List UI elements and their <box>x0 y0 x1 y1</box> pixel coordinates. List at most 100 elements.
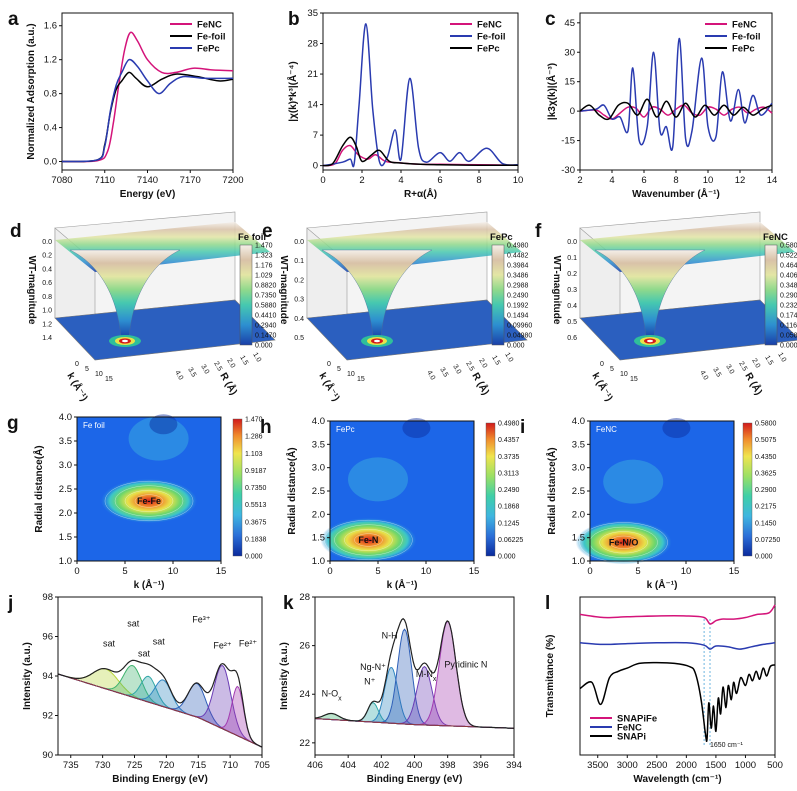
y-tick-label-b: 35 <box>307 8 318 19</box>
x-tick-label-j: 735 <box>63 760 79 771</box>
x-tick-label-j: 720 <box>158 760 174 771</box>
peak-annotation-j: sat <box>138 648 151 658</box>
colorbar-tick-label-h: 0.06225 <box>498 537 523 544</box>
z-axis-label-f: WT-magnitude <box>551 256 562 325</box>
x-tick-label-b: 0 <box>320 175 325 186</box>
peak-annotation-j: sat <box>127 619 140 629</box>
z-tick-label-d: 1.0 <box>42 308 52 315</box>
k-tick-label-f: 0 <box>600 361 604 368</box>
z-tick-label-d: 0.2 <box>42 253 52 260</box>
z-tick-label-d: 0.0 <box>42 239 52 246</box>
y-tick-label-j: 92 <box>42 711 53 722</box>
colorbar-tick-label-h: 0.1868 <box>498 504 520 511</box>
peak-annotation-k: N⁺ <box>364 677 375 687</box>
y-tick-label-i: 1.5 <box>572 533 585 544</box>
colorbar-tick-label-e: 0.1992 <box>507 303 529 310</box>
k-tick-label-f: 10 <box>620 371 628 378</box>
floor-contour-f <box>647 339 653 343</box>
y-tick-label-c: 30 <box>564 47 575 58</box>
plot-frame-l <box>579 596 776 756</box>
panel-label-g: g <box>7 413 19 434</box>
z-tick-label-f: 0.2 <box>567 271 577 278</box>
x-tick-label-g: 10 <box>168 566 179 577</box>
colorbar-g <box>232 418 243 557</box>
r-tick-label-e: 2.5 <box>464 361 475 373</box>
z-tick-label-f: 0.3 <box>567 287 577 294</box>
y-tick-label-h: 3.0 <box>312 463 325 474</box>
k-tick-label-d: 5 <box>85 366 89 373</box>
r-axis-label-d: R (Å) <box>217 370 240 397</box>
colorbar-tick-label-e: 0.04980 <box>507 333 532 340</box>
colorbar-tick-label-d: 0.7350 <box>255 293 277 300</box>
colorbar-tick-label-d: 0.8820 <box>255 283 277 290</box>
x-tick-label-l: 3500 <box>587 760 608 771</box>
x-tick-label-i: 5 <box>635 566 640 577</box>
y-tick-label-g: 2.0 <box>59 508 72 519</box>
x-axis-label-h: k (Å⁻¹) <box>387 578 418 591</box>
r-tick-label-f: 2.5 <box>737 361 748 373</box>
peak-annotation-k: N-H <box>382 630 398 640</box>
r-tick-label-d: 3.0 <box>199 364 210 376</box>
y-tick-label-b: 14 <box>307 100 318 111</box>
z-tick-label-d: 1.4 <box>42 335 52 342</box>
panel-label-b: b <box>288 9 300 30</box>
series-line-a <box>61 31 234 163</box>
r-tick-label-d: 2.0 <box>225 358 236 370</box>
legend-label-l: SNAPi <box>617 732 646 743</box>
heatmap-region-g <box>149 414 178 435</box>
peak-annotation-j: Fe³⁺ <box>192 615 211 625</box>
z-tick-label-f: 0.1 <box>567 255 577 262</box>
y-tick-label-k: 22 <box>299 738 310 749</box>
colorbar-tick-label-e: 0.000 <box>507 343 525 350</box>
y-tick-label-b: 28 <box>307 39 318 50</box>
colorbar-tick-label-f: 0.2900 <box>780 293 797 300</box>
r-tick-label-d: 4.0 <box>173 370 184 382</box>
y-tick-label-g: 1.5 <box>59 532 72 543</box>
colorbar-tick-label-e: 0.4482 <box>507 253 529 260</box>
k-axis-label-f: k (Å⁻¹) <box>589 370 616 403</box>
peak-annotation-j: Fe²⁺ <box>239 638 258 648</box>
surface-plot-f <box>579 211 797 361</box>
heatmap-contour-i <box>599 531 648 554</box>
z-tick-label-e: 0.3 <box>294 297 304 304</box>
y-tick-label-g: 4.0 <box>59 412 72 423</box>
series-line-l <box>579 604 776 625</box>
y-tick-label-i: 2.5 <box>572 486 585 497</box>
colorbar-tick-label-d: 0.4410 <box>255 313 277 320</box>
y-tick-label-g: 2.5 <box>59 484 72 495</box>
z-axis-label-d: WT-magnitude <box>26 256 37 325</box>
z-tick-label-f: 0.4 <box>567 303 577 310</box>
y-tick-label-h: 2.0 <box>312 509 325 520</box>
x-tick-label-h: 0 <box>327 566 332 577</box>
peak-annotation-j: Fe²⁺ <box>213 640 232 650</box>
z-tick-label-d: 0.4 <box>42 266 52 273</box>
y-tick-label-a: 1.6 <box>44 21 57 32</box>
legend-label-l: SNAPiFe <box>617 714 657 725</box>
x-axis-label-a: Energy (eV) <box>120 189 176 200</box>
colorbar-tick-label-d: 0.000 <box>255 343 273 350</box>
x-tick-label-l: 1000 <box>735 760 756 771</box>
colorbar-tick-label-i: 0.3625 <box>755 470 777 477</box>
x-tick-label-j: 730 <box>95 760 111 771</box>
z-tick-label-f: 0.0 <box>567 239 577 246</box>
r-tick-label-d: 1.5 <box>238 355 249 367</box>
panel-label-e: e <box>262 221 273 242</box>
k-tick-label-d: 0 <box>75 361 79 368</box>
legend-label-a: Fe-foil <box>197 32 226 43</box>
x-tick-label-j: 710 <box>222 760 238 771</box>
plot-frame-k <box>314 596 515 756</box>
heatmap-peak-label-i: Fe-N/O <box>609 537 639 547</box>
x-tick-label-k: 404 <box>340 760 356 771</box>
z-tick-label-e: 0.4 <box>294 316 304 323</box>
y-tick-label-c: 0 <box>570 106 575 117</box>
legend-label-a: FeNC <box>197 20 222 31</box>
k-tick-label-d: 10 <box>95 371 103 378</box>
x-tick-label-j: 725 <box>127 760 143 771</box>
series-line-c <box>579 37 773 151</box>
heatmap-contour-i <box>579 522 668 563</box>
z-tick-label-f: 0.5 <box>567 319 577 326</box>
legend-label-a: FePc <box>197 44 220 55</box>
